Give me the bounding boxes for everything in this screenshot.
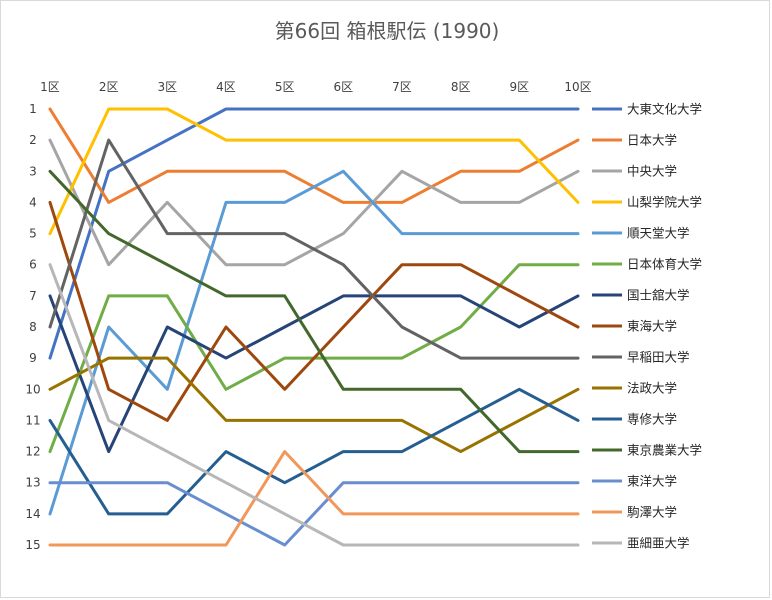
- series-line-10: [48, 356, 580, 454]
- y-tick-label: 3: [29, 164, 37, 178]
- series-line-15: [48, 263, 580, 547]
- y-tick-label: 7: [29, 289, 37, 303]
- x-tick-label: 2区: [99, 80, 119, 94]
- y-tick-label: 2: [29, 133, 37, 147]
- series-line-8: [48, 200, 580, 422]
- series-line-14: [48, 450, 580, 547]
- series-line-1: [48, 107, 580, 360]
- series-line-13: [48, 481, 580, 547]
- series-line-9: [48, 138, 580, 360]
- y-tick-label: 12: [25, 445, 40, 459]
- x-tick-label: 10区: [564, 80, 591, 94]
- legend-label: 国士舘大学: [627, 288, 690, 303]
- y-tick-label: 10: [25, 382, 40, 396]
- x-tick-label: 1区: [40, 80, 60, 94]
- y-tick-label: 13: [25, 476, 40, 490]
- y-tick-label: 4: [29, 195, 37, 209]
- chart-title: 第66回 箱根駅伝 (1990): [275, 19, 500, 43]
- y-tick-label: 14: [25, 507, 40, 521]
- legend-label: 東京農業大学: [627, 443, 702, 458]
- x-axis-ticks: 1区 2区 3区 4区 5区 6区 7区 8区 9区 10区: [40, 80, 591, 94]
- legend-label: 東洋大学: [627, 474, 677, 489]
- y-tick-label: 11: [25, 413, 40, 427]
- legend-label: 亜細亜大学: [627, 536, 690, 551]
- legend-label: 山梨学院大学: [627, 195, 702, 210]
- legend: 大東文化大学日本大学中央大学山梨学院大学順天堂大学日本体育大学国士舘大学東海大学…: [592, 102, 702, 551]
- legend-label: 東海大学: [627, 319, 677, 334]
- y-tick-label: 5: [29, 227, 37, 241]
- y-tick-label: 9: [29, 351, 37, 365]
- legend-label: 法政大学: [627, 381, 677, 396]
- legend-label: 専修大学: [627, 412, 677, 427]
- x-tick-label: 6区: [334, 80, 354, 94]
- y-tick-label: 15: [25, 538, 40, 552]
- x-tick-label: 9区: [510, 80, 530, 94]
- legend-label: 順天堂大学: [627, 226, 690, 241]
- x-tick-label: 7区: [392, 80, 412, 94]
- legend-label: 日本体育大学: [627, 257, 702, 272]
- series-line-7: [48, 294, 580, 454]
- legend-label: 駒澤大学: [627, 505, 677, 520]
- x-tick-label: 8区: [451, 80, 471, 94]
- legend-label: 中央大学: [627, 164, 677, 179]
- y-tick-label: 1: [29, 102, 37, 116]
- x-tick-label: 5区: [275, 80, 295, 94]
- x-tick-label: 3区: [158, 80, 178, 94]
- x-tick-label: 4区: [216, 80, 236, 94]
- legend-label: 大東文化大学: [627, 102, 702, 117]
- series-lines: [48, 107, 580, 547]
- legend-label: 早稲田大学: [627, 350, 690, 365]
- legend-label: 日本大学: [627, 133, 677, 148]
- series-line-4: [48, 107, 580, 236]
- series-line-11: [48, 387, 580, 516]
- y-tick-label: 8: [29, 320, 37, 334]
- series-line-12: [48, 169, 580, 454]
- y-tick-label: 6: [29, 258, 37, 272]
